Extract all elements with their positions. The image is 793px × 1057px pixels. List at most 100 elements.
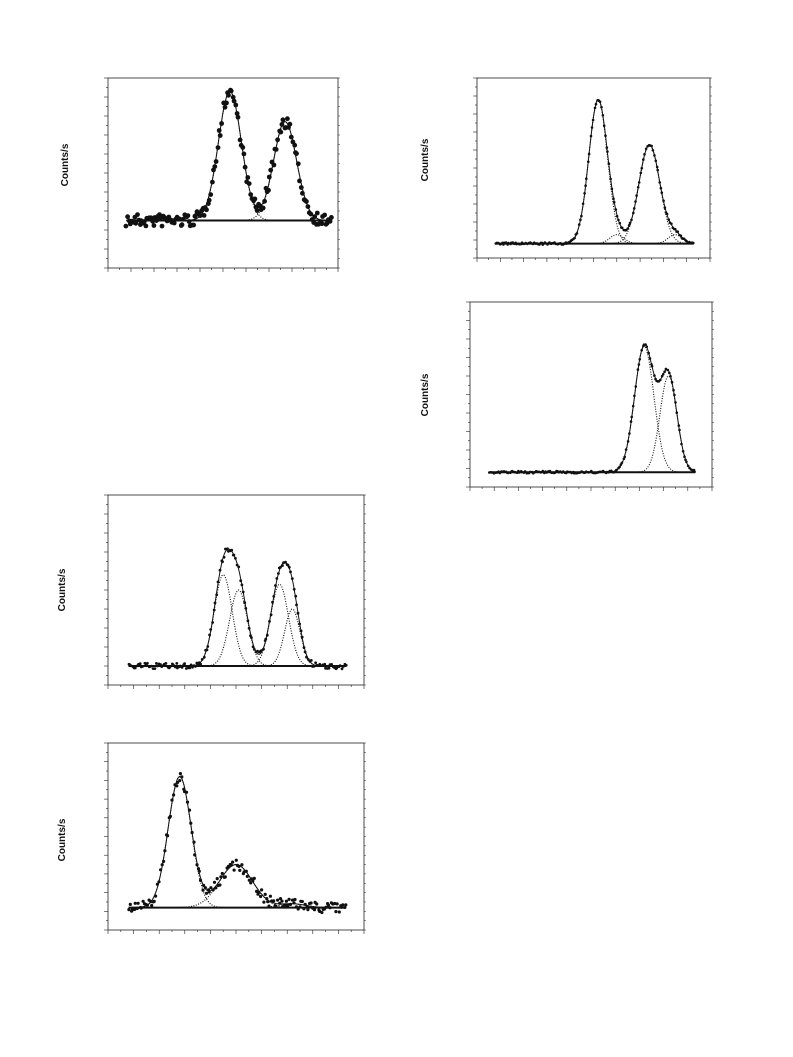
data-point <box>252 196 258 202</box>
data-point <box>238 868 242 873</box>
component-peak <box>495 99 694 245</box>
data-point <box>268 620 271 623</box>
data-point <box>197 213 203 219</box>
data-point <box>275 137 280 143</box>
data-point <box>266 174 272 180</box>
data-point <box>341 903 345 907</box>
data-point <box>212 880 217 884</box>
data-point <box>614 208 618 211</box>
data-point <box>219 875 223 879</box>
data-point <box>674 228 677 231</box>
data-point <box>286 563 290 567</box>
data-point <box>290 577 294 580</box>
data-point <box>651 149 655 152</box>
data-point <box>162 859 166 864</box>
data-point <box>663 206 667 209</box>
data-point <box>644 343 647 346</box>
data-point <box>179 222 185 228</box>
data-point <box>636 186 640 189</box>
data-point <box>295 603 298 607</box>
data-point <box>222 104 228 110</box>
data-point <box>632 211 635 215</box>
data-point <box>211 888 215 892</box>
data-point <box>631 404 635 408</box>
data-point <box>244 607 248 610</box>
data-point <box>234 858 238 862</box>
plot-frame <box>469 301 713 488</box>
data-point <box>300 190 305 196</box>
data-point <box>151 223 157 228</box>
data-point <box>312 664 316 668</box>
component-peak <box>489 375 696 473</box>
data-point <box>674 401 677 404</box>
data-point <box>180 216 186 222</box>
data-point <box>312 214 318 220</box>
data-point <box>206 645 210 648</box>
data-point <box>247 626 251 630</box>
data-point <box>679 234 683 238</box>
data-point <box>633 394 636 398</box>
data-point <box>681 450 685 453</box>
data-point <box>153 667 157 670</box>
data-point <box>206 197 212 203</box>
data-point <box>269 613 273 617</box>
data-point <box>330 663 333 666</box>
data-point <box>327 666 331 670</box>
data-point <box>232 868 236 872</box>
data-point <box>630 218 633 222</box>
data-point <box>212 608 216 612</box>
data-point <box>591 118 595 122</box>
data-point <box>264 637 268 641</box>
data-point <box>584 184 587 187</box>
data-point <box>196 867 201 871</box>
data-point <box>692 241 695 245</box>
data-point <box>221 560 224 564</box>
data-point <box>222 555 226 559</box>
data-point <box>172 793 176 797</box>
data-point <box>329 215 334 220</box>
data-point <box>278 897 283 901</box>
data-point <box>207 890 211 894</box>
data-point <box>335 902 339 906</box>
data-point <box>292 587 296 591</box>
data-point <box>224 547 227 551</box>
data-point <box>241 590 245 594</box>
data-point <box>620 461 624 465</box>
data-point <box>172 663 175 667</box>
data-point <box>237 565 241 569</box>
data-point <box>677 424 681 427</box>
data-point <box>279 565 282 569</box>
data-point <box>581 202 585 206</box>
data-point <box>205 648 209 652</box>
data-point <box>634 385 638 388</box>
data-point <box>661 373 665 376</box>
data-point <box>500 470 503 473</box>
data-point <box>224 100 229 106</box>
data-point <box>544 241 547 245</box>
data-point <box>288 902 293 907</box>
data-point <box>667 218 671 221</box>
data-point <box>644 147 648 151</box>
fit-envelope <box>128 775 347 909</box>
data-point <box>250 636 253 639</box>
data-point <box>170 798 174 802</box>
data-point <box>344 663 348 667</box>
data-point <box>290 898 295 902</box>
data-point <box>334 910 338 914</box>
data-point <box>287 897 291 902</box>
data-point <box>600 105 603 109</box>
data-point <box>244 869 248 873</box>
data-point <box>673 393 676 397</box>
data-point <box>287 121 293 127</box>
data-point <box>231 860 235 864</box>
data-point <box>628 221 632 225</box>
data-point <box>266 187 271 193</box>
data-point <box>260 205 266 211</box>
data-point <box>656 168 659 172</box>
data-point <box>314 661 317 665</box>
data-point <box>626 227 629 230</box>
data-point <box>660 374 664 378</box>
data-point <box>218 568 222 572</box>
data-point <box>305 655 308 659</box>
data-point <box>645 345 648 349</box>
